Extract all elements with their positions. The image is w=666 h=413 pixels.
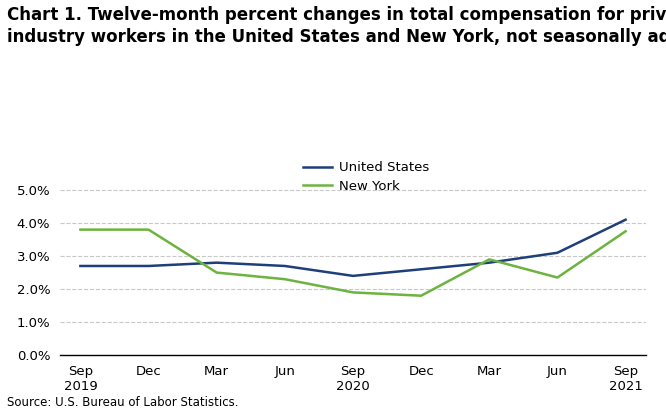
New York xyxy=(621,229,629,234)
New York xyxy=(281,277,289,282)
New York xyxy=(417,293,425,298)
United States xyxy=(281,263,289,268)
United States xyxy=(553,250,561,255)
Text: Chart 1. Twelve-month percent changes in total compensation for private
industry: Chart 1. Twelve-month percent changes in… xyxy=(7,6,666,46)
United States xyxy=(77,263,85,268)
United States xyxy=(417,267,425,272)
Line: United States: United States xyxy=(81,220,625,276)
New York xyxy=(212,270,220,275)
New York xyxy=(349,290,357,295)
United States xyxy=(349,273,357,278)
New York xyxy=(145,227,153,232)
United States xyxy=(145,263,153,268)
New York xyxy=(553,275,561,280)
Text: Source: U.S. Bureau of Labor Statistics.: Source: U.S. Bureau of Labor Statistics. xyxy=(7,396,238,409)
United States xyxy=(212,260,220,265)
United States xyxy=(486,260,494,265)
New York xyxy=(486,257,494,262)
United States xyxy=(621,217,629,222)
Legend: United States, New York: United States, New York xyxy=(303,161,430,193)
Line: New York: New York xyxy=(81,230,625,296)
New York xyxy=(77,227,85,232)
